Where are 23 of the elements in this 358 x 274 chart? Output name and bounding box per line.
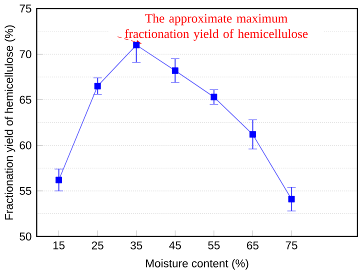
y-tick-label: 60 [20, 141, 32, 150]
y-axis-title: Fractionation yield of hemicellulose (%) [4, 25, 16, 220]
x-tick-label: 75 [286, 241, 298, 250]
x-tick-label: 45 [169, 241, 181, 250]
point [288, 196, 295, 202]
point [133, 42, 140, 48]
x-tick-label: 55 [208, 241, 220, 250]
y-tick-label: 55 [20, 186, 32, 195]
y-tick-label: 50 [20, 232, 32, 240]
annotation: The approximate maximum fractionation yield of hemicellulose [124, 14, 308, 41]
point [249, 131, 256, 138]
point [172, 67, 178, 74]
y-tick-label: 70 [20, 50, 32, 58]
x-tick-label: 65 [247, 241, 258, 250]
x-tick-label: 25 [92, 241, 104, 250]
point [210, 94, 218, 100]
y-tick-label: 75 [20, 4, 32, 12]
point [56, 176, 62, 184]
x-tick-label: 35 [130, 241, 142, 250]
x-tick-label: 15 [53, 241, 65, 250]
x-axis-title: Moisture content (%) [146, 258, 248, 270]
point [94, 82, 101, 90]
y-tick-label: 65 [20, 96, 32, 104]
